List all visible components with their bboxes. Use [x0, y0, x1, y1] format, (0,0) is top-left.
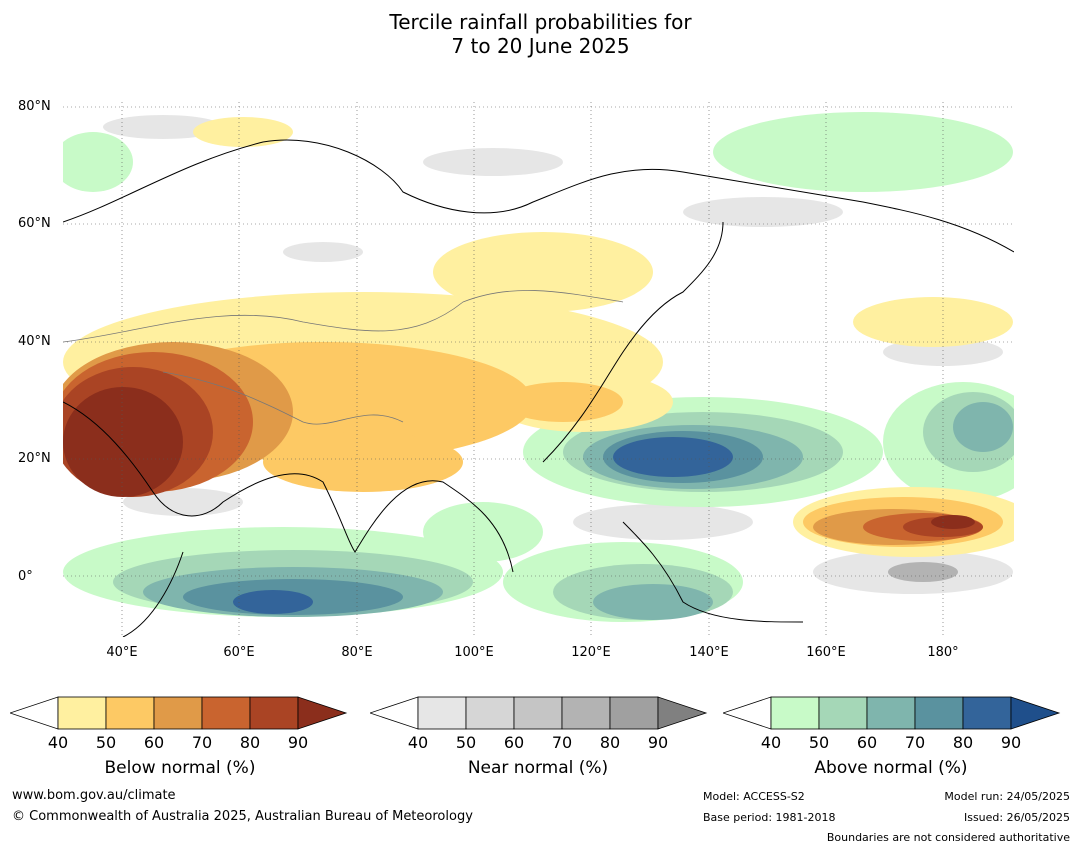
below-normal-label: Below normal (%) [104, 758, 256, 778]
below-normal-color-90 [297, 696, 348, 730]
above-normal-color-70 [914, 696, 964, 730]
near-normal-color-50 [465, 696, 515, 730]
above-tick-60: 60 [856, 733, 878, 752]
boundaries-disclaimer: Boundaries are not considered authoritat… [826, 831, 1070, 844]
below-tick-60: 60 [143, 733, 165, 752]
above-normal-color-40 [770, 696, 820, 730]
lon-label-140e: 140°E [689, 645, 729, 660]
below-normal-colorbar [10, 696, 348, 730]
below-normal-color-60 [153, 696, 203, 730]
lat-label-60n: 60°N [18, 216, 51, 231]
lat-label-40n: 40°N [18, 334, 51, 349]
near-tick-70: 70 [551, 733, 573, 752]
below-tick-40: 40 [47, 733, 69, 752]
above-tick-40: 40 [760, 733, 782, 752]
near-normal-color-60 [513, 696, 563, 730]
above-tick-90: 90 [1000, 733, 1022, 752]
lat-label-80n: 80°N [18, 99, 51, 114]
above-normal-colorbar [723, 696, 1061, 730]
above-normal-color-80 [962, 696, 1012, 730]
below-normal-color-50 [105, 696, 155, 730]
below-tick-50: 50 [95, 733, 117, 752]
near-normal-color-90 [657, 696, 708, 730]
below-tick-90: 90 [287, 733, 309, 752]
lat-label-20n: 20°N [18, 451, 51, 466]
above-tick-50: 50 [808, 733, 830, 752]
near-normal-label: Near normal (%) [467, 758, 609, 778]
below-normal-color-80 [249, 696, 299, 730]
near-tick-40: 40 [407, 733, 429, 752]
base-period: Base period: 1981-2018 [703, 811, 836, 824]
above-tick-70: 70 [904, 733, 926, 752]
lon-label-40e: 40°E [106, 645, 138, 660]
copyright-text: © Commonwealth of Australia 2025, Austra… [12, 809, 473, 824]
near-tick-90: 90 [647, 733, 669, 752]
near-tick-50: 50 [455, 733, 477, 752]
rainfall-probability-map [63, 102, 1014, 637]
above-normal-color-50 [818, 696, 868, 730]
near-normal-color-40 [417, 696, 467, 730]
above-normal-label: Above normal (%) [814, 758, 968, 778]
lon-label-60e: 60°E [223, 645, 255, 660]
issued-date: Issued: 26/05/2025 [963, 811, 1070, 824]
map-title-line1: Tercile rainfall probabilities for [389, 10, 692, 34]
lon-label-160e: 160°E [806, 645, 846, 660]
above-tick-80: 80 [952, 733, 974, 752]
lon-label-80e: 80°E [341, 645, 373, 660]
below-tick-70: 70 [191, 733, 213, 752]
map-title-line2: 7 to 20 June 2025 [451, 34, 630, 58]
website-link[interactable]: www.bom.gov.au/climate [12, 788, 176, 803]
below-tick-80: 80 [239, 733, 261, 752]
below-normal-color-70 [201, 696, 251, 730]
lon-label-180: 180° [927, 645, 959, 660]
above-normal-color-90 [1010, 696, 1061, 730]
lon-label-120e: 120°E [571, 645, 611, 660]
near-tick-60: 60 [503, 733, 525, 752]
model-run-date: Model run: 24/05/2025 [944, 790, 1070, 803]
near-normal-color-80 [609, 696, 659, 730]
model-name: Model: ACCESS-S2 [703, 790, 805, 803]
near-tick-80: 80 [599, 733, 621, 752]
above-normal-color-60 [866, 696, 916, 730]
below-normal-color-40 [57, 696, 107, 730]
lon-label-100e: 100°E [454, 645, 494, 660]
near-normal-colorbar [370, 696, 708, 730]
lat-label-0: 0° [18, 569, 33, 584]
near-normal-color-70 [561, 696, 611, 730]
